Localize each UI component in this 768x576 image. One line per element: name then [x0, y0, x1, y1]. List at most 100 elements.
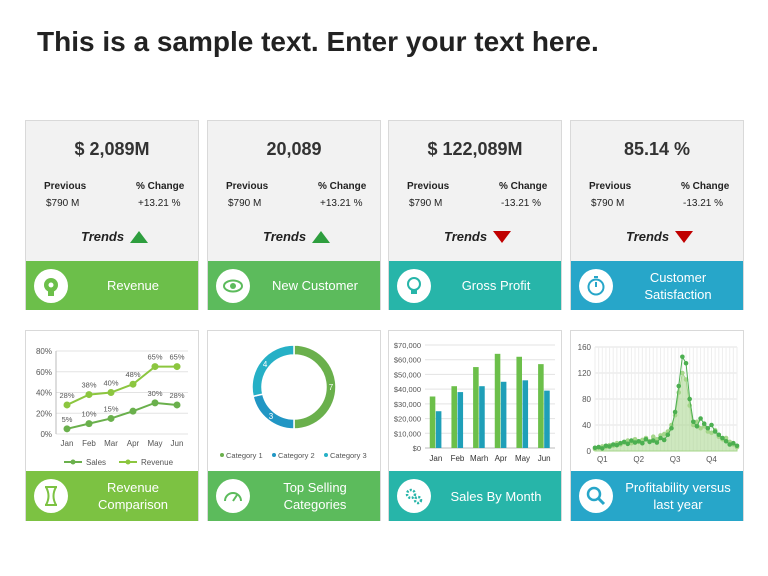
point [665, 432, 671, 438]
x-tick-label: Jun [538, 454, 551, 463]
x-tick-label: Q4 [706, 455, 717, 464]
legend-dot [272, 453, 276, 457]
point [63, 401, 71, 409]
legend-label: Category 1 [226, 451, 263, 460]
icon-glyph [405, 488, 423, 505]
trends-label: Trends [263, 229, 307, 244]
y-tick-label: 0 [587, 447, 592, 456]
data-label: 28% [59, 391, 74, 400]
point [705, 425, 711, 431]
card-label: Top Selling Categories [283, 480, 347, 512]
footer-band: Gross Profit [389, 261, 561, 310]
donut-segment [251, 344, 295, 398]
bar [473, 367, 479, 448]
change-label: % Change [681, 181, 730, 192]
card-label: Sales By Month [450, 488, 542, 504]
point [683, 360, 689, 366]
icon-glyph [45, 486, 57, 506]
point [709, 422, 714, 428]
legend-dot [70, 459, 76, 465]
x-tick-label: Q3 [670, 455, 681, 464]
kpi-value: 85.14 % [623, 139, 691, 159]
card-label: Customer Satisfaction [644, 269, 712, 302]
bar [538, 364, 544, 448]
y-tick-label: 80% [36, 347, 52, 356]
previous-value: $790 M [591, 198, 625, 209]
point [712, 429, 718, 434]
trend-arrow [312, 231, 330, 243]
point [716, 432, 722, 438]
icon [216, 268, 250, 303]
point [734, 443, 740, 449]
point [621, 439, 627, 445]
data-label: 7 [329, 383, 334, 392]
icon [579, 268, 613, 303]
point [629, 438, 634, 443]
change-label: % Change [318, 181, 367, 192]
point [680, 370, 685, 376]
point [129, 407, 137, 415]
change-value: +13.21 % [320, 198, 363, 209]
previous-value: $790 M [409, 198, 443, 209]
icon [216, 479, 250, 513]
point [85, 420, 93, 428]
point [173, 363, 181, 371]
chart-card: $0 $10,000 $20,000 $30,000 $40,000 $50,000 $60… [388, 330, 562, 521]
legend-dot [125, 459, 131, 465]
icon-glyph [586, 486, 606, 506]
chart: 0 40 80 120 160 Q1 Q2 Q3 Q4 [578, 343, 740, 464]
point [661, 437, 667, 443]
kpi-value: $ 122,089M [427, 139, 523, 159]
kpi-card: 20,089 Previous % Change $790 M +13.21 % Tren… [207, 120, 381, 310]
kpi-value: $ 2,089M [74, 139, 150, 159]
point [610, 442, 616, 447]
point [658, 435, 663, 441]
icon [397, 268, 431, 303]
point [654, 440, 660, 445]
bar [451, 386, 457, 448]
y-tick-label: $70,000 [394, 341, 421, 350]
previous-value: $790 M [46, 198, 80, 209]
point [640, 437, 645, 443]
chart-card: 0 40 80 120 160 Q1 Q2 Q3 Q4 Profitability versus … [570, 330, 744, 521]
point [173, 401, 181, 409]
legend-dot [220, 453, 224, 457]
previous-label: Previous [407, 181, 450, 192]
point [625, 438, 631, 443]
line-series [66, 365, 177, 406]
y-tick-label: 40% [36, 389, 52, 398]
x-tick-label: Jan [429, 454, 442, 463]
chart: 0% 20% 40% 60% 80% Jan Feb Mar Apr May Jun 5% 10% 15%… [36, 347, 188, 467]
point [85, 391, 93, 399]
point [672, 409, 678, 415]
icon-glyph [44, 277, 58, 296]
page-title: This is a sample text. Enter your text h… [37, 26, 599, 57]
bar [457, 392, 464, 448]
footer-band: Revenue [26, 261, 198, 310]
trend-arrow [130, 231, 148, 243]
card-label: New Customer [272, 278, 358, 293]
icon-glyph [407, 276, 421, 294]
bar [516, 356, 522, 448]
data-label: 38% [81, 381, 96, 390]
data-label: 3 [269, 412, 274, 421]
point [676, 383, 682, 389]
change-value: -13.21 % [501, 198, 542, 209]
y-tick-label: 80 [582, 395, 591, 404]
trend-arrow [675, 231, 693, 243]
x-tick-label: Apr [127, 439, 140, 448]
point [647, 439, 652, 445]
bar [479, 386, 485, 448]
data-label: 65% [169, 353, 184, 362]
point [625, 441, 631, 447]
point [650, 438, 656, 443]
y-tick-label: $20,000 [394, 415, 421, 424]
y-tick-label: $60,000 [394, 356, 421, 365]
point [592, 445, 598, 451]
bar [544, 390, 550, 448]
point [709, 430, 714, 436]
point [720, 435, 725, 441]
point [680, 354, 685, 360]
data-label: 65% [147, 353, 162, 362]
chart: $0 $10,000 $20,000 $30,000 $40,000 $50,000 $60… [394, 341, 555, 463]
